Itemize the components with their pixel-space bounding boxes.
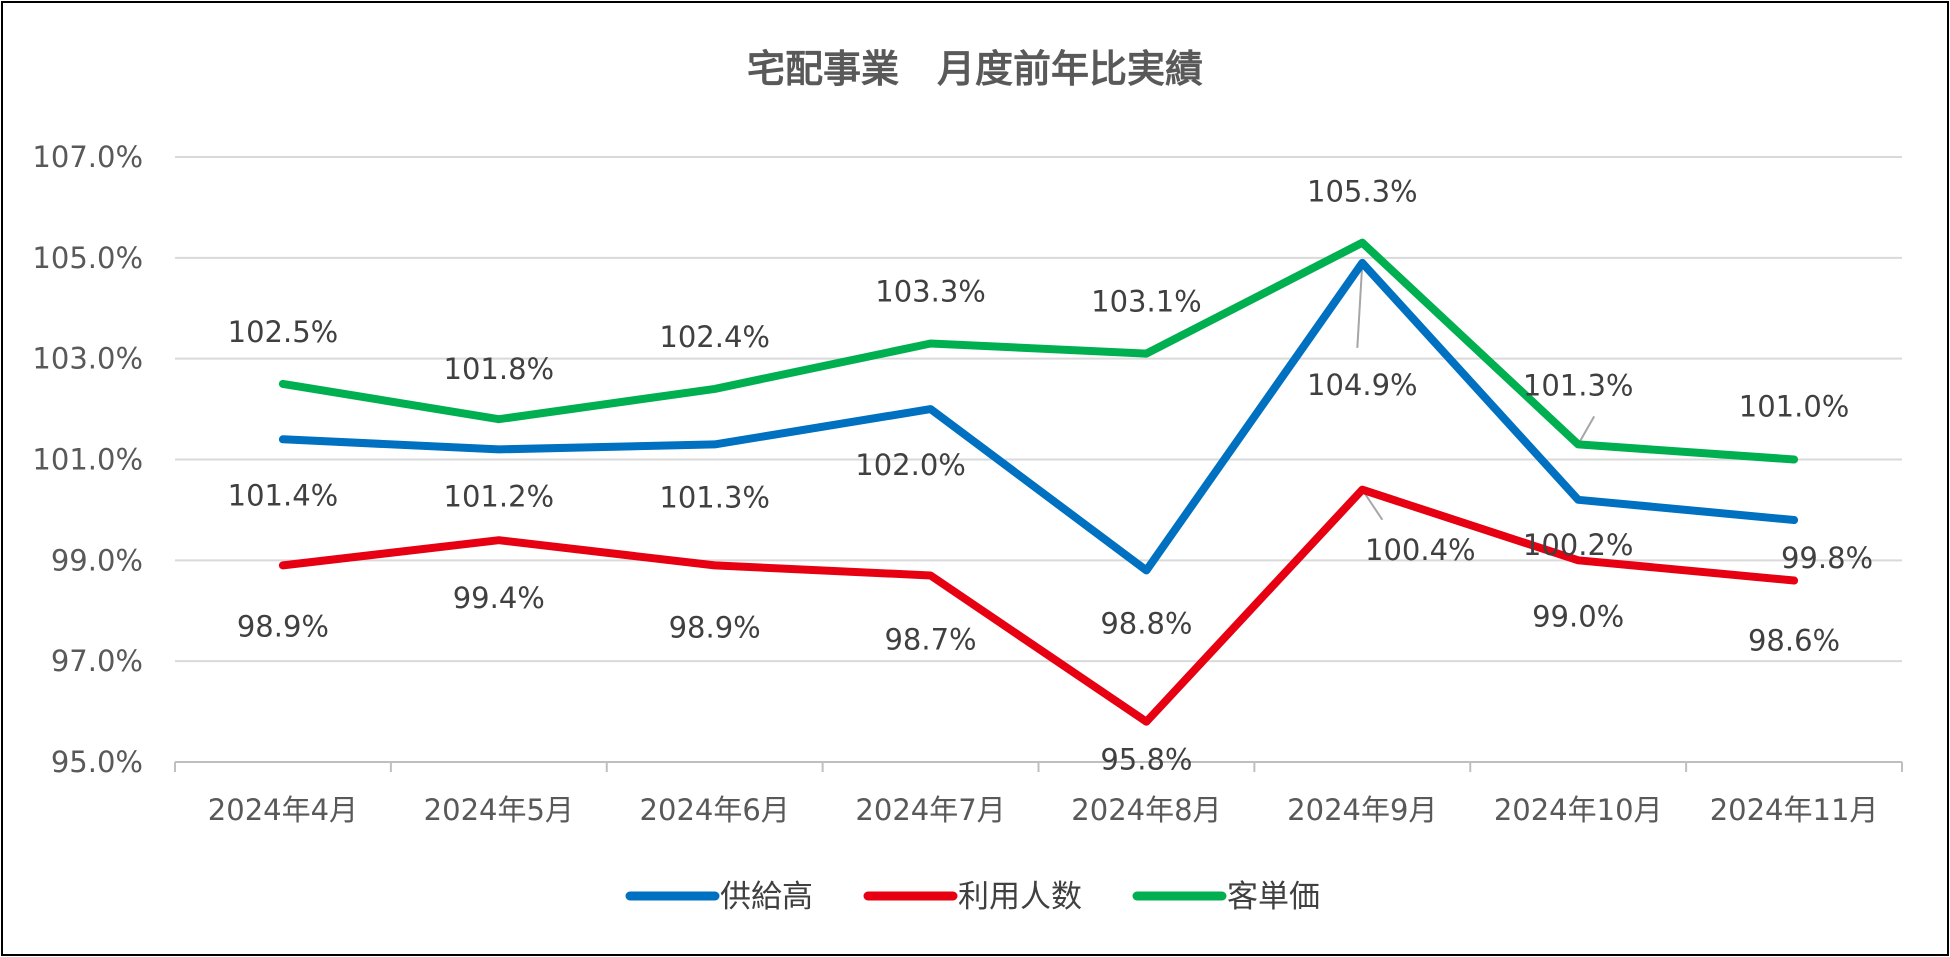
legend-label: 供給高 — [720, 879, 813, 915]
y-tick-label: 97.0% — [51, 644, 143, 678]
data-label: 104.9% — [1307, 368, 1418, 402]
data-label: 95.8% — [1100, 743, 1192, 777]
y-tick-label: 103.0% — [32, 342, 143, 376]
data-label: 98.6% — [1748, 624, 1840, 658]
x-axis — [174, 761, 1903, 772]
data-label: 103.3% — [875, 275, 986, 309]
data-label: 98.9% — [669, 610, 761, 644]
legend-label: 客単価 — [1227, 879, 1320, 915]
series-lines — [278, 238, 1799, 726]
legend: 供給高 利用人数 客単価 — [625, 879, 1320, 915]
data-label: 101.3% — [659, 480, 770, 514]
series-line-2 — [278, 485, 1799, 726]
data-label: 98.7% — [884, 622, 976, 656]
y-tick-label: 105.0% — [32, 241, 143, 275]
data-label: 100.4% — [1365, 533, 1476, 567]
y-axis-ticks: 95.0% 97.0% 99.0% 101.0% 103.0% 105.0% 107.0% — [32, 140, 143, 779]
series-line-1 — [278, 258, 1799, 575]
data-label: 98.9% — [237, 609, 329, 643]
y-tick-label: 101.0% — [32, 443, 143, 477]
data-label: 102.4% — [659, 320, 770, 354]
data-label: 105.3% — [1307, 175, 1418, 209]
y-tick-label: 107.0% — [32, 140, 143, 174]
leader-line — [1356, 262, 1364, 348]
x-axis-ticks: 2024年4月 2024年5月 2024年6月 2024年7月 2024年8月 2024年… — [208, 793, 1879, 827]
legend-label: 利用人数 — [958, 879, 1082, 915]
x-tick-label: 2024年11月 — [1710, 793, 1879, 827]
x-tick-label: 2024年4月 — [208, 793, 358, 827]
data-label: 101.8% — [444, 352, 555, 386]
legend-item-1[interactable]: 供給高 — [625, 879, 813, 915]
data-label: 101.3% — [1523, 368, 1634, 402]
leader-line — [1577, 415, 1596, 445]
x-tick-label: 2024年7月 — [855, 793, 1005, 827]
data-label: 99.4% — [453, 581, 545, 615]
data-label: 103.1% — [1091, 285, 1202, 319]
data-label: 99.8% — [1781, 541, 1873, 575]
data-label: 101.2% — [444, 479, 555, 513]
x-tick-label: 2024年9月 — [1287, 793, 1437, 827]
x-tick-label: 2024年10月 — [1494, 793, 1663, 827]
legend-item-3[interactable]: 客単価 — [1132, 879, 1320, 915]
legend-item-2[interactable]: 利用人数 — [863, 879, 1082, 915]
y-tick-label: 95.0% — [51, 745, 143, 779]
series-line-3 — [278, 238, 1799, 464]
data-label: 101.4% — [228, 478, 339, 512]
x-tick-label: 2024年6月 — [640, 793, 790, 827]
data-label: 102.0% — [855, 448, 966, 482]
chart-title: 宅配事業 月度前年比実績 — [747, 47, 1203, 91]
x-tick-label: 2024年8月 — [1071, 793, 1221, 827]
data-label: 102.5% — [228, 315, 339, 349]
y-tick-label: 99.0% — [51, 543, 143, 577]
data-labels: 101.4% 101.2% 101.3% 102.0% 98.8% 104.9% 100.2… — [228, 175, 1873, 777]
data-label: 101.0% — [1739, 390, 1850, 424]
data-label: 100.2% — [1523, 528, 1634, 562]
data-label: 99.0% — [1532, 599, 1624, 633]
x-tick-label: 2024年5月 — [424, 793, 574, 827]
data-label: 98.8% — [1100, 606, 1192, 640]
